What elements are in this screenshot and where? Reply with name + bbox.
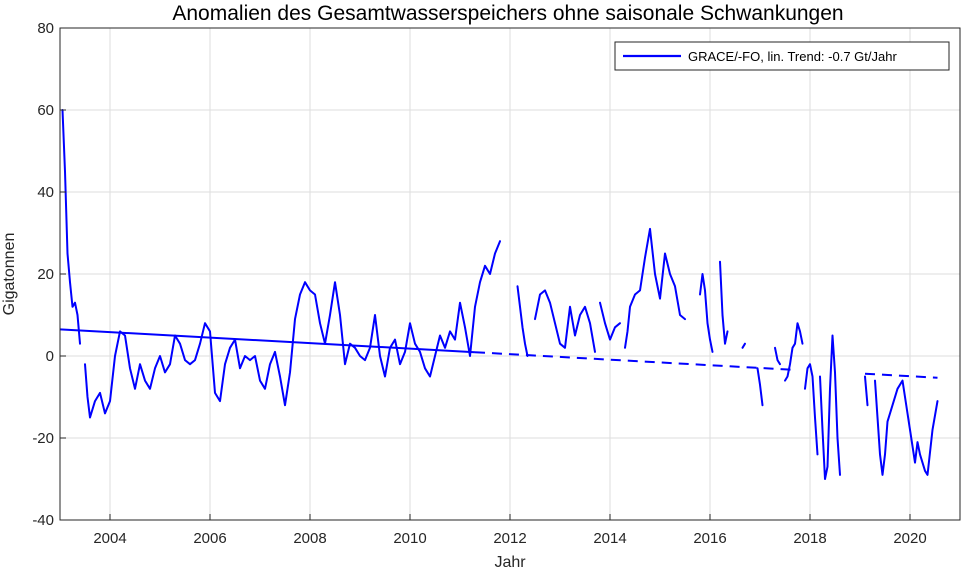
- y-tick-label: -40: [32, 512, 54, 529]
- x-axis-title: Jahr: [494, 554, 526, 571]
- legend: GRACE/-FO, lin. Trend: -0.7 Gt/Jahr: [614, 41, 950, 71]
- y-tick-label: -20: [32, 430, 54, 447]
- series-line-segment: [624, 227, 686, 349]
- chart-title: Anomalien des Gesamtwasserspeichers ohne…: [172, 2, 843, 25]
- series-line-segment: [774, 346, 781, 366]
- series-line-segment: [719, 260, 729, 345]
- x-tick-label: 2010: [393, 530, 426, 547]
- y-tick-label: 60: [37, 102, 54, 119]
- x-tick-label: 2006: [193, 530, 226, 547]
- series-line-segment: [599, 301, 621, 341]
- x-tick-label: 2020: [893, 530, 926, 547]
- y-axis-title: Gigatonnen: [1, 233, 18, 316]
- y-tick-label: 80: [37, 20, 54, 37]
- trend-line: [474, 351, 798, 372]
- series-line-segment: [819, 334, 841, 480]
- series-line-segment: [864, 375, 869, 407]
- series-line-segment: [804, 363, 819, 456]
- x-tick-label: 2018: [793, 530, 826, 547]
- series-line-segment: [61, 109, 81, 345]
- series-line-segment: [699, 273, 714, 353]
- x-tick-label: 2014: [593, 530, 626, 547]
- x-tick-label: 2016: [693, 530, 726, 547]
- ticks: 2004 2006 2008 2010 2012 2014 2016 2018 2020 -40 -…: [32, 20, 926, 547]
- series-line-segment: [534, 289, 596, 353]
- x-tick-label: 2008: [293, 530, 326, 547]
- grid: [60, 28, 960, 520]
- series-line-segment: [874, 379, 939, 476]
- y-tick-label: 0: [46, 348, 54, 365]
- x-tick-label: 2012: [493, 530, 526, 547]
- series-line-segment: [756, 367, 764, 407]
- x-tick-label: 2004: [93, 530, 126, 547]
- series-line-segment: [516, 285, 529, 357]
- y-tick-label: 20: [37, 266, 54, 283]
- y-tick-label: 40: [37, 184, 54, 201]
- legend-label: GRACE/-FO, lin. Trend: -0.7 Gt/Jahr: [688, 49, 897, 64]
- series-line-segment: [741, 342, 746, 349]
- trend-line: [864, 372, 938, 379]
- series-line-segment: [84, 240, 501, 419]
- series-layer: [59, 109, 939, 480]
- series-line-segment: [784, 322, 804, 382]
